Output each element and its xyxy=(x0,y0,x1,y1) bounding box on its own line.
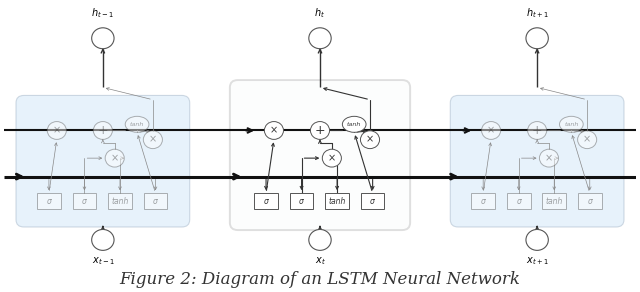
Circle shape xyxy=(578,131,596,149)
Circle shape xyxy=(309,28,331,49)
FancyBboxPatch shape xyxy=(230,80,410,230)
Circle shape xyxy=(360,131,380,149)
Circle shape xyxy=(47,121,67,139)
Circle shape xyxy=(540,149,559,167)
Circle shape xyxy=(526,230,548,250)
Text: $x_{t+1}$: $x_{t+1}$ xyxy=(526,255,548,267)
Circle shape xyxy=(143,131,163,149)
Text: tanh: tanh xyxy=(328,197,346,206)
FancyBboxPatch shape xyxy=(72,193,96,209)
Text: σ: σ xyxy=(588,197,592,206)
FancyBboxPatch shape xyxy=(471,193,495,209)
Circle shape xyxy=(310,121,330,139)
FancyBboxPatch shape xyxy=(290,193,314,209)
FancyBboxPatch shape xyxy=(451,95,624,227)
FancyBboxPatch shape xyxy=(578,193,602,209)
Text: $h_t$: $h_t$ xyxy=(314,6,326,20)
Text: tanh: tanh xyxy=(347,122,362,127)
Circle shape xyxy=(92,230,114,250)
Text: ×: × xyxy=(583,135,591,145)
Text: ×: × xyxy=(545,153,553,163)
Circle shape xyxy=(93,121,113,139)
Text: σ: σ xyxy=(264,197,269,206)
FancyBboxPatch shape xyxy=(361,193,385,209)
FancyBboxPatch shape xyxy=(542,193,566,209)
FancyBboxPatch shape xyxy=(254,193,278,209)
Text: $x_t$: $x_t$ xyxy=(315,255,325,267)
Circle shape xyxy=(481,121,500,139)
Ellipse shape xyxy=(342,116,366,132)
FancyBboxPatch shape xyxy=(16,95,189,227)
Ellipse shape xyxy=(125,116,149,132)
Text: $x_{t-1}$: $x_{t-1}$ xyxy=(92,255,114,267)
Text: ×: × xyxy=(270,126,278,135)
FancyBboxPatch shape xyxy=(325,193,349,209)
FancyBboxPatch shape xyxy=(108,193,132,209)
Text: Figure 2: Diagram of an LSTM Neural Network: Figure 2: Diagram of an LSTM Neural Netw… xyxy=(120,271,520,288)
Circle shape xyxy=(105,149,124,167)
Text: σ: σ xyxy=(481,197,486,206)
Text: $h_{t+1}$: $h_{t+1}$ xyxy=(525,6,548,20)
Circle shape xyxy=(527,121,547,139)
Text: σ: σ xyxy=(370,197,375,206)
Text: tanh: tanh xyxy=(111,197,129,206)
Text: tanh: tanh xyxy=(130,122,144,127)
Circle shape xyxy=(323,149,341,167)
FancyBboxPatch shape xyxy=(507,193,531,209)
Text: +: + xyxy=(97,124,108,137)
Text: ×: × xyxy=(487,126,495,135)
Text: ×: × xyxy=(366,135,374,145)
FancyBboxPatch shape xyxy=(143,193,167,209)
Text: tanh: tanh xyxy=(545,197,563,206)
Ellipse shape xyxy=(559,116,583,132)
Text: ×: × xyxy=(328,153,336,163)
Text: ×: × xyxy=(111,153,119,163)
Circle shape xyxy=(264,121,284,139)
Text: ×: × xyxy=(149,135,157,145)
Text: ×: × xyxy=(52,126,61,135)
Text: +: + xyxy=(532,124,543,137)
Text: σ: σ xyxy=(153,197,158,206)
Text: σ: σ xyxy=(516,197,521,206)
FancyBboxPatch shape xyxy=(37,193,61,209)
Text: $h_{t-1}$: $h_{t-1}$ xyxy=(92,6,115,20)
Text: σ: σ xyxy=(299,197,304,206)
Text: +: + xyxy=(315,124,325,137)
Text: σ: σ xyxy=(82,197,87,206)
Text: σ: σ xyxy=(47,197,51,206)
Text: tanh: tanh xyxy=(564,122,579,127)
Circle shape xyxy=(92,28,114,49)
Circle shape xyxy=(309,230,331,250)
Circle shape xyxy=(526,28,548,49)
